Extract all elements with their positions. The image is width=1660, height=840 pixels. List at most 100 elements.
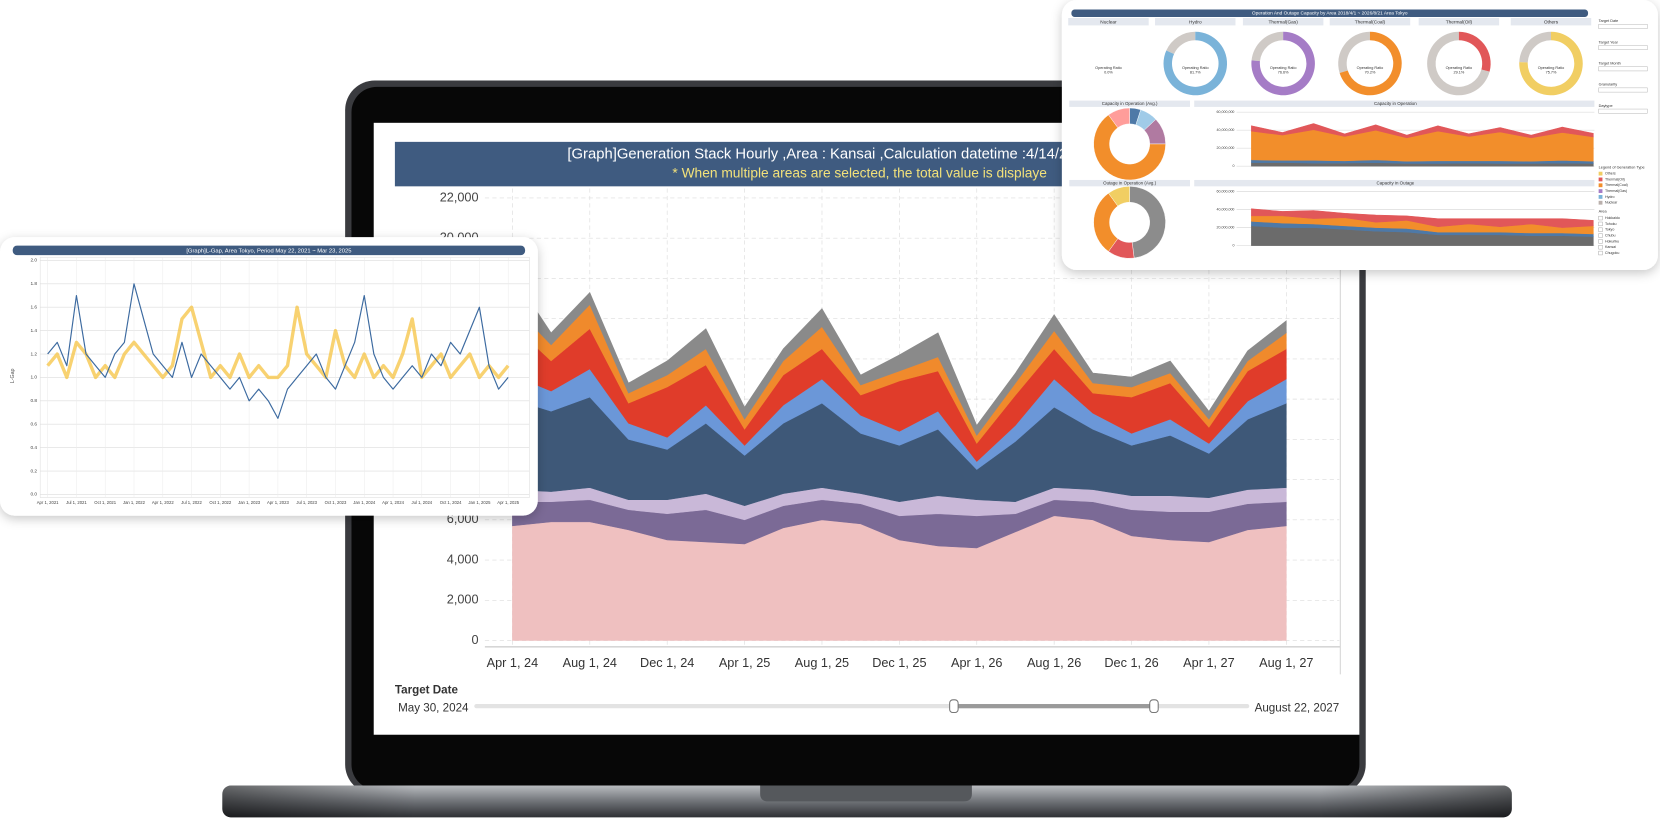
panel-title: Thermal(Oil) [1446,19,1473,25]
panel-title: Outage in Operation (Avg.) [1103,181,1156,186]
legend-label: Others [1605,172,1616,176]
laptop-notch [760,785,972,802]
y-tick-label: 0.2 [30,468,37,474]
area-checkbox [1598,227,1603,232]
x-tick-label: Aug 1, 27 [1259,656,1313,670]
filter-box [1598,45,1648,50]
donut-value: 70.2% [1365,71,1376,75]
y-tick-label: 1.8 [30,281,37,287]
x-tick-label: Jul 1, 2023 [296,500,317,505]
y-tick-label: 0.4 [30,445,37,451]
area-checkbox [1598,215,1603,221]
panel-title: Thermal(Gas) [1268,19,1298,25]
x-tick-label: Aug 1, 24 [563,656,617,670]
slider-end: August 22, 2027 [1255,701,1340,714]
x-tick-label: Apr 1, 2023 [267,500,289,505]
area-option[interactable]: Chubu [1605,234,1616,238]
donut-arc [1458,31,1491,72]
filter-box [1598,108,1648,114]
filter-label: Target Date [1599,19,1619,23]
legend-swatch [1598,195,1603,199]
x-tick-label: Jan 1, 2025 [468,500,491,505]
panel-title: Capacity in Outage [1376,181,1414,186]
x-tick-label: Apr 1, 2022 [152,500,174,505]
title-bar [1071,9,1589,17]
panel-header [1329,17,1411,26]
legend-swatch [1598,200,1603,205]
donut-rest [1338,31,1370,73]
area [512,273,1287,436]
panel-header [1155,17,1236,26]
slider-handle[interactable] [949,699,959,714]
title-bar [12,245,526,256]
area-option[interactable]: Hokuriku [1605,239,1619,243]
slider-range [954,704,1154,709]
x-tick-label: Jan 1, 2023 [238,500,261,505]
area-option[interactable]: Chugoku [1605,251,1619,255]
x-tick-label: Dec 1, 25 [872,656,926,670]
y-tick-label: 60,000,000 [1217,190,1235,194]
donut-value: 75.7% [1546,71,1557,75]
filter-label: Target Month [1599,62,1621,66]
donut-rest [1166,31,1196,55]
y-axis-label: L-Gap [10,368,16,383]
y-tick-label: 0 [1232,164,1234,168]
y-tick-label: 2,000 [447,593,479,607]
x-tick-label: Oct 1, 2021 [94,500,116,505]
legend-label: Hydro [1605,195,1615,199]
filter-label: Target Year [1599,40,1619,44]
area-checkbox [1598,233,1603,238]
panel-header [1510,17,1592,26]
x-tick-label: Jul 1, 2021 [66,500,87,505]
filter-box [1598,24,1648,29]
slider-label: Target Date [395,683,459,696]
chart-title: [Graph]L-Gap, Area Tokyo, Period May 22,… [186,248,351,254]
donut-value: 29.1% [1453,71,1464,75]
y-tick-label: 0.8 [30,398,37,404]
y-tick-label: 0 [1232,244,1234,248]
x-tick-label: Dec 1, 24 [640,656,694,670]
filter-label: Granularity [1599,83,1618,87]
panel-title: Thermal(Coal) [1355,19,1386,25]
area-checkbox [1598,239,1603,244]
chart-subtitle: * When multiple areas are selected, the … [672,165,1047,180]
x-tick-label: Oct 1, 2023 [325,500,347,505]
x-tick-label: Oct 1, 2024 [440,500,462,505]
area-option[interactable]: Kansai [1605,245,1616,249]
slider-start: May 30, 2024 [398,701,469,714]
x-tick-label: Aug 1, 26 [1027,656,1081,670]
area [1251,123,1594,139]
legend-swatch [1598,171,1603,176]
y-tick-label: 4,000 [447,552,479,566]
y-tick-label: 40,000,000 [1217,128,1235,132]
pie-slice [1108,186,1130,207]
dashboard-title: Operation And Outage Capacity by Area 20… [1252,11,1408,17]
donut-rest [1519,31,1551,63]
x-tick-label: Dec 1, 26 [1104,656,1158,670]
y-tick-label: 60,000,000 [1217,110,1235,114]
x-tick-label: Apr 1, 27 [1183,656,1234,670]
area-option[interactable]: Hokkaido [1605,216,1620,220]
dashboard-card: Operation And Outage Capacity by Area 20… [1061,0,1658,270]
donut-value: 76.6% [1278,71,1289,75]
y-tick-label: 1.6 [30,304,37,310]
legend-swatch [1598,189,1603,194]
x-tick-label: Apr 1, 26 [951,656,1003,670]
y-tick-label: 22,000 [440,190,479,204]
area-option[interactable]: Tohoku [1605,222,1617,226]
area [1251,208,1594,228]
legend-label: Thermal(Gas) [1605,189,1627,193]
x-tick-label: Apr 1, 25 [719,656,771,670]
y-tick-label: 20,000,000 [1217,146,1235,150]
area-checkbox [1598,250,1603,256]
filter-label: Daytype [1599,104,1613,108]
y-tick-label: 0 [471,633,478,647]
donut-rest [1251,31,1284,62]
area-option[interactable]: Tokyo [1605,228,1614,232]
slider-handle[interactable] [1149,699,1159,714]
y-tick-label: 40,000,000 [1217,208,1235,212]
panel-header [1069,179,1190,187]
legend-label: Thermal(Coal) [1605,183,1628,187]
